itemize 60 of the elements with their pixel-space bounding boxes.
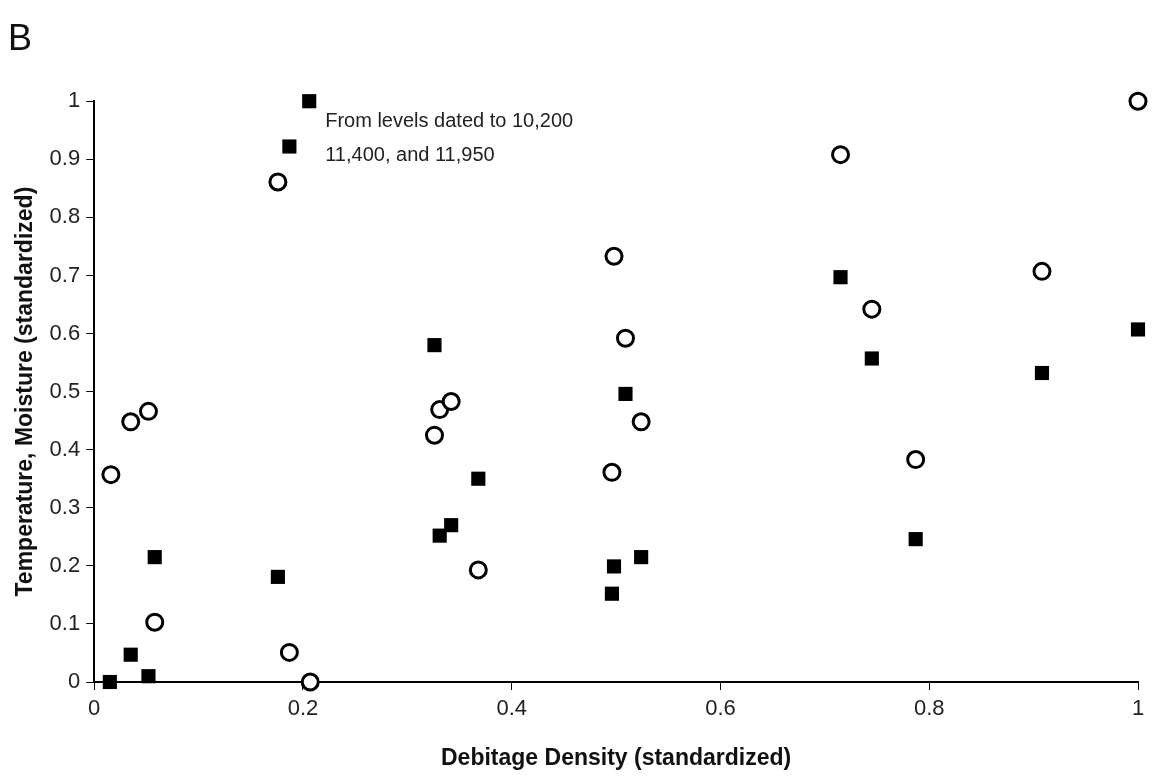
y-tick-label: 0.8 <box>49 203 81 229</box>
point <box>1034 365 1050 381</box>
y-tick-label: 0.7 <box>49 261 81 287</box>
point <box>102 674 117 690</box>
point <box>441 391 461 411</box>
point <box>427 338 442 353</box>
point <box>268 172 288 192</box>
point <box>145 612 165 632</box>
point <box>270 569 285 584</box>
point <box>615 328 635 348</box>
x-tick-label: 1 <box>1131 695 1145 721</box>
y-tick-label: 0.6 <box>49 319 81 345</box>
point <box>1128 91 1148 111</box>
point <box>279 642 299 662</box>
point <box>1130 322 1146 337</box>
point <box>123 647 138 662</box>
point <box>833 270 848 285</box>
point <box>906 450 926 470</box>
point <box>602 462 622 482</box>
y-tick-label: 0.9 <box>49 145 81 171</box>
point <box>468 560 488 580</box>
x-axis-title: Debitage Density (standardized) <box>441 743 792 770</box>
point <box>631 412 651 432</box>
point <box>864 351 879 366</box>
y-tick-label: 0 <box>67 668 81 694</box>
y-tick-label: 0.2 <box>49 551 81 577</box>
x-tick-label: 0.6 <box>705 695 736 721</box>
chart-title: B <box>8 16 33 58</box>
point <box>101 465 121 485</box>
point <box>121 412 141 432</box>
y-tick-label: 0.5 <box>49 377 81 403</box>
point <box>432 528 447 543</box>
point <box>618 386 633 401</box>
point <box>862 299 882 319</box>
point <box>606 559 622 574</box>
point <box>444 518 459 533</box>
point <box>302 94 317 109</box>
point <box>604 586 619 601</box>
point <box>471 471 486 486</box>
point <box>831 145 851 165</box>
point <box>147 550 162 565</box>
point <box>300 672 320 692</box>
point <box>424 425 444 445</box>
point <box>138 401 158 421</box>
y-tick-label: 1 <box>67 87 81 113</box>
x-tick-label: 0.8 <box>913 695 945 721</box>
x-tick-label: 0.2 <box>287 695 319 721</box>
y-tick-label: 0.4 <box>49 435 81 461</box>
point <box>908 532 923 547</box>
y-axis-title: Temperature, Moisture (standardized) <box>11 186 38 597</box>
x-tick-label: 0.4 <box>496 695 528 721</box>
point <box>634 550 649 565</box>
y-tick-label: 0.1 <box>49 609 81 635</box>
y-tick-label: 0.3 <box>49 493 81 519</box>
x-tick-label: 0 <box>88 695 101 721</box>
annotation: From levels dated to 10,200 11,400, and 11,950 <box>325 108 574 165</box>
point <box>604 246 624 266</box>
point <box>141 669 156 684</box>
point <box>282 139 297 154</box>
point <box>1032 261 1052 281</box>
